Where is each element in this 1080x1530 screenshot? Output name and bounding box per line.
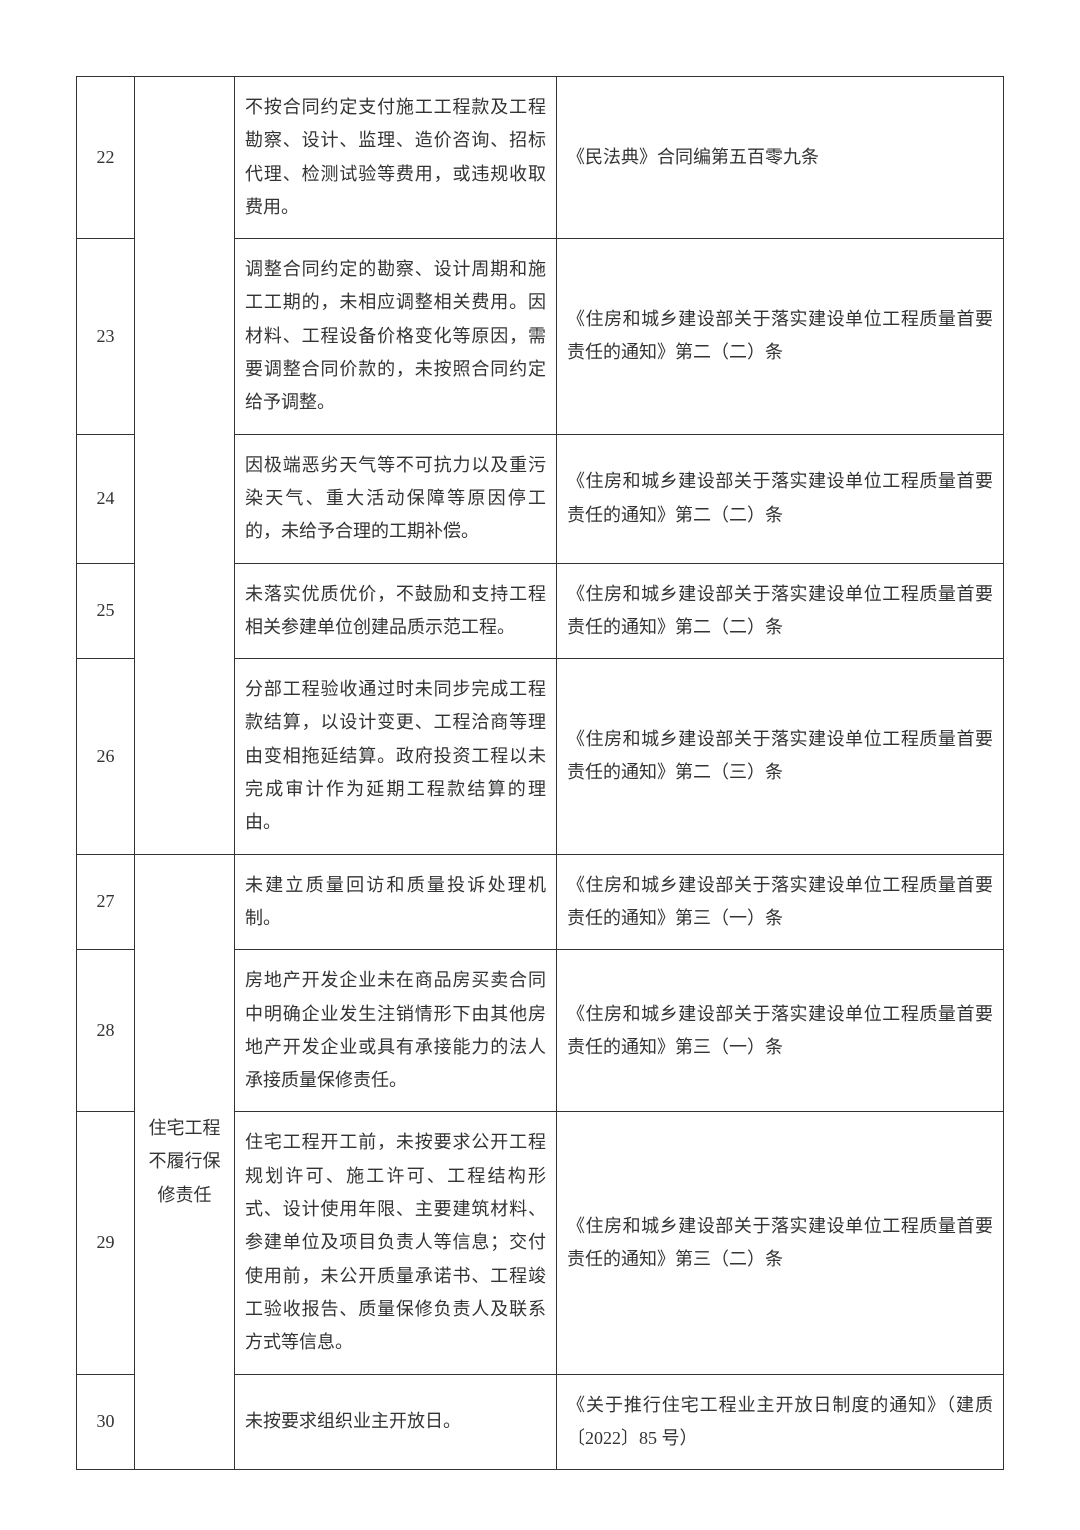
row-description: 分部工程验收通过时未同步完成工程款结算，以设计变更、工程洽商等理由变相拖延结算。… xyxy=(235,659,557,854)
row-description: 因极端恶劣天气等不可抗力以及重污染天气、重大活动保障等原因停工的，未给予合理的工… xyxy=(235,434,557,563)
table-row: 27 住宅工程不履行保修责任 未建立质量回访和质量投诉处理机制。 《住房和城乡建… xyxy=(77,854,1004,950)
row-number: 26 xyxy=(77,659,135,854)
row-number: 30 xyxy=(77,1374,135,1470)
row-reference: 《关于推行住宅工程业主开放日制度的通知》（建质〔2022〕85 号） xyxy=(557,1374,1004,1470)
row-reference: 《住房和城乡建设部关于落实建设单位工程质量首要责任的通知》第二（二）条 xyxy=(557,434,1004,563)
row-description: 房地产开发企业未在商品房买卖合同中明确企业发生注销情形下由其他房地产开发企业或具… xyxy=(235,950,557,1112)
category-cell xyxy=(135,77,235,855)
row-number: 25 xyxy=(77,563,135,659)
row-description: 不按合同约定支付施工工程款及工程勘察、设计、监理、造价咨询、招标代理、检测试验等… xyxy=(235,77,557,239)
row-number: 22 xyxy=(77,77,135,239)
row-number: 29 xyxy=(77,1112,135,1374)
row-reference: 《民法典》合同编第五百零九条 xyxy=(557,77,1004,239)
row-reference: 《住房和城乡建设部关于落实建设单位工程质量首要责任的通知》第二（二）条 xyxy=(557,563,1004,659)
row-reference: 《住房和城乡建设部关于落实建设单位工程质量首要责任的通知》第三（一）条 xyxy=(557,854,1004,950)
table-row: 22 不按合同约定支付施工工程款及工程勘察、设计、监理、造价咨询、招标代理、检测… xyxy=(77,77,1004,239)
row-reference: 《住房和城乡建设部关于落实建设单位工程质量首要责任的通知》第二（三）条 xyxy=(557,659,1004,854)
row-reference: 《住房和城乡建设部关于落实建设单位工程质量首要责任的通知》第三（二）条 xyxy=(557,1112,1004,1374)
row-reference: 《住房和城乡建设部关于落实建设单位工程质量首要责任的通知》第二（二）条 xyxy=(557,239,1004,434)
row-number: 27 xyxy=(77,854,135,950)
row-description: 未按要求组织业主开放日。 xyxy=(235,1374,557,1470)
row-reference: 《住房和城乡建设部关于落实建设单位工程质量首要责任的通知》第三（一）条 xyxy=(557,950,1004,1112)
row-description: 住宅工程开工前，未按要求公开工程规划许可、施工许可、工程结构形式、设计使用年限、… xyxy=(235,1112,557,1374)
row-description: 未落实优质优价，不鼓励和支持工程相关参建单位创建品质示范工程。 xyxy=(235,563,557,659)
row-number: 23 xyxy=(77,239,135,434)
row-description: 未建立质量回访和质量投诉处理机制。 xyxy=(235,854,557,950)
row-number: 28 xyxy=(77,950,135,1112)
row-description: 调整合同约定的勘察、设计周期和施工工期的，未相应调整相关费用。因材料、工程设备价… xyxy=(235,239,557,434)
row-number: 24 xyxy=(77,434,135,563)
regulation-table: 22 不按合同约定支付施工工程款及工程勘察、设计、监理、造价咨询、招标代理、检测… xyxy=(76,76,1004,1470)
category-cell: 住宅工程不履行保修责任 xyxy=(135,854,235,1469)
